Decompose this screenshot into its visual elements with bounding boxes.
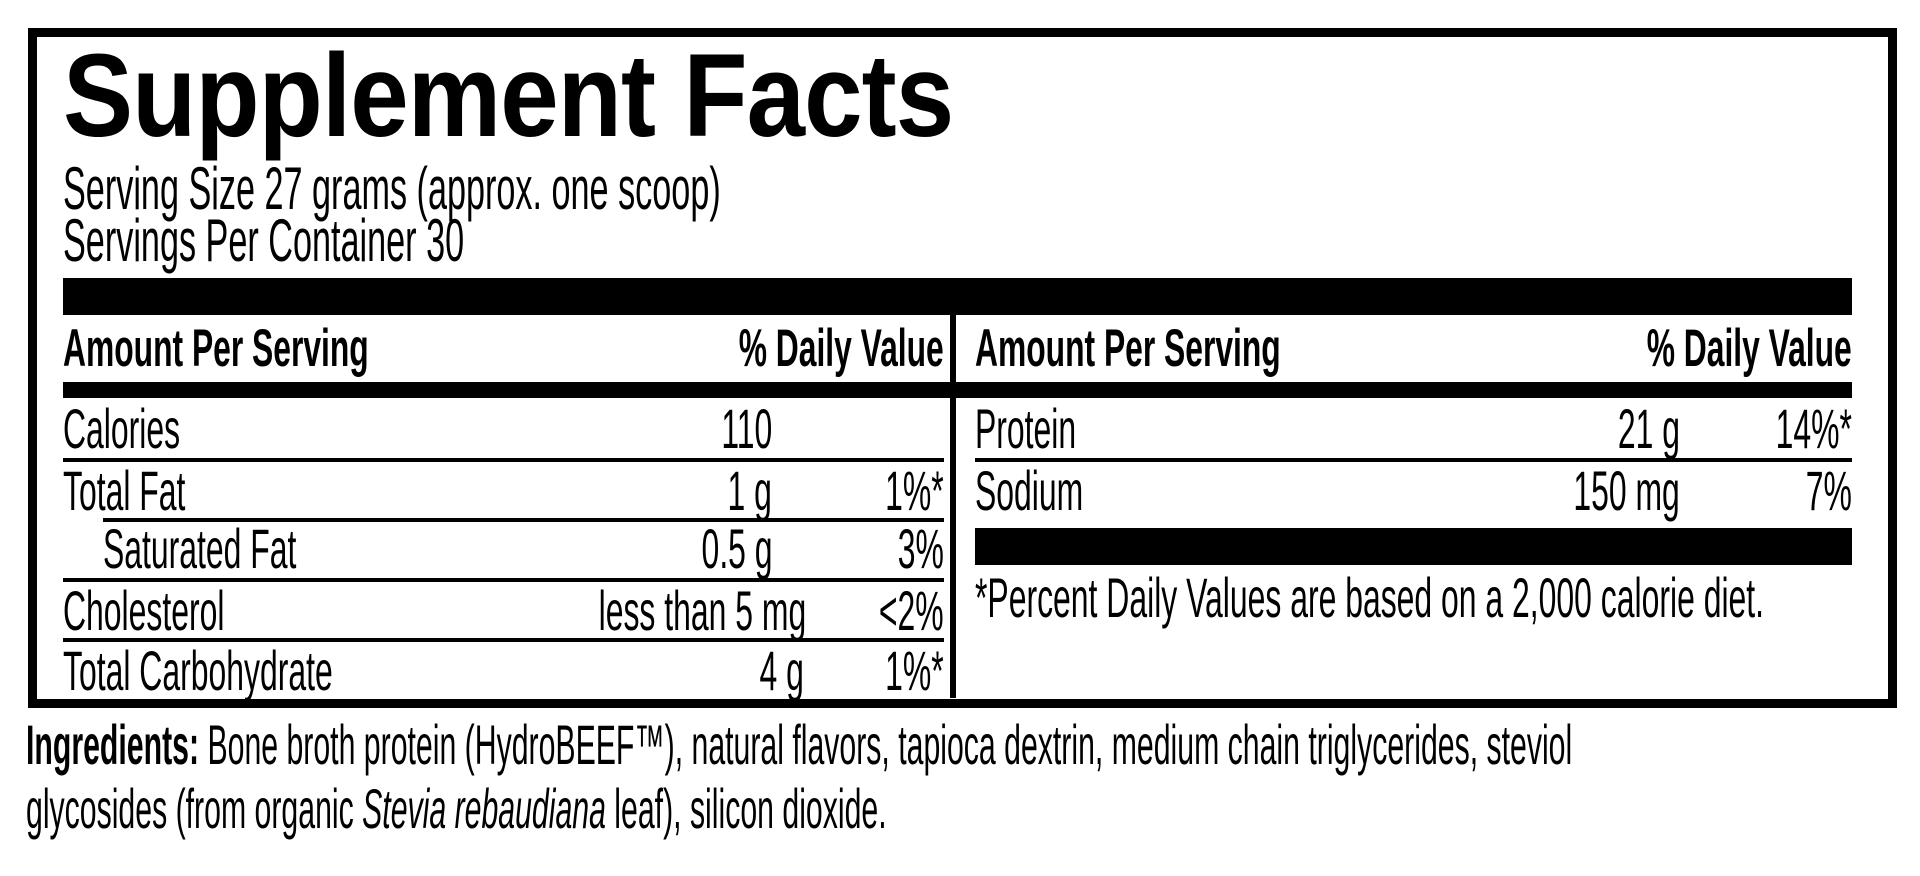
- nutrient-name: Cholesterol: [63, 578, 225, 642]
- nutrient-dv: 1%*: [885, 458, 944, 522]
- nutrient-dv: 7%: [1805, 458, 1852, 522]
- row-cholesterol: Cholesterol less than 5 mg <2%: [63, 578, 944, 642]
- nutrient-name: Total Fat: [63, 458, 186, 522]
- nutrient-amount: 4 g: [759, 638, 805, 702]
- nutrient-dv: <2%: [879, 578, 944, 642]
- nutrient-dv: 1%*: [885, 638, 944, 702]
- serving-info: Serving Size 27 grams (approx. one scoop…: [63, 155, 721, 274]
- row-calories: Calories 110: [63, 396, 944, 460]
- nutrient-name: Total Carbohydrate: [63, 638, 333, 702]
- thick-bar-under-header: [63, 382, 1852, 398]
- nutrient-amount: 0.5 g: [701, 516, 773, 580]
- ingredients-botanical-name: Stevia rebaudiana: [362, 777, 606, 840]
- row-total-carbohydrate: Total Carbohydrate 4 g 1%*: [63, 638, 944, 702]
- nutrient-name: Protein: [975, 396, 1077, 460]
- ingredients-line2-end: leaf), silicon dioxide.: [605, 777, 887, 840]
- nutrient-amount: less than 5 mg: [598, 578, 807, 642]
- nutrient-amount: 150 mg: [1573, 458, 1680, 522]
- column-divider: [950, 315, 956, 698]
- thick-bar-footnote: [975, 528, 1852, 565]
- row-sodium: Sodium 150 mg 7%: [975, 458, 1852, 522]
- ingredients-line2-start: glycosides (from organic: [26, 777, 363, 840]
- ingredients-paragraph: Ingredients: Bone broth protein (HydroBE…: [26, 713, 1920, 841]
- servings-per-container-line: Servings Per Container 30: [63, 207, 465, 274]
- nutrient-amount: 1 g: [727, 458, 772, 522]
- header-amount-label: Amount Per Serving: [63, 319, 369, 378]
- nutrient-name: Saturated Fat: [103, 516, 297, 580]
- thick-bar-top: [63, 278, 1852, 315]
- nutrient-table-right: Protein 21 g 14%* Sodium 150 mg 7%: [975, 396, 1852, 522]
- header-row-left: Amount Per Serving % Daily Value: [63, 315, 944, 382]
- nutrient-amount: 110: [721, 396, 772, 460]
- row-protein: Protein 21 g 14%*: [975, 396, 1852, 460]
- daily-value-footnote: *Percent Daily Values are based on a 2,0…: [975, 566, 1765, 629]
- panel-title: Supplement Facts: [63, 30, 954, 162]
- header-dv-label: % Daily Value: [1646, 319, 1852, 378]
- nutrient-name: Calories: [63, 396, 181, 460]
- row-saturated-fat: Saturated Fat 0.5 g 3%: [63, 516, 944, 580]
- serving-size-line: Serving Size 27 grams (approx. one scoop…: [63, 155, 721, 222]
- nutrient-dv: 14%*: [1775, 396, 1852, 460]
- header-amount-label: Amount Per Serving: [975, 319, 1281, 378]
- facts-panel: Supplement Facts Serving Size 27 grams (…: [28, 28, 1897, 708]
- nutrient-table-left: Calories 110 Total Fat 1 g 1%* Saturated…: [63, 396, 944, 702]
- ingredients-line1: Bone broth protein (HydroBEEF™), natural…: [199, 713, 1573, 776]
- ingredients-label: Ingredients:: [26, 713, 200, 776]
- row-total-fat: Total Fat 1 g 1%*: [63, 458, 944, 522]
- nutrient-amount: 21 g: [1617, 396, 1680, 460]
- header-row-right: Amount Per Serving % Daily Value: [975, 315, 1852, 382]
- header-dv-label: % Daily Value: [738, 319, 944, 378]
- nutrient-name: Sodium: [975, 458, 1084, 522]
- nutrient-dv: 3%: [897, 516, 944, 580]
